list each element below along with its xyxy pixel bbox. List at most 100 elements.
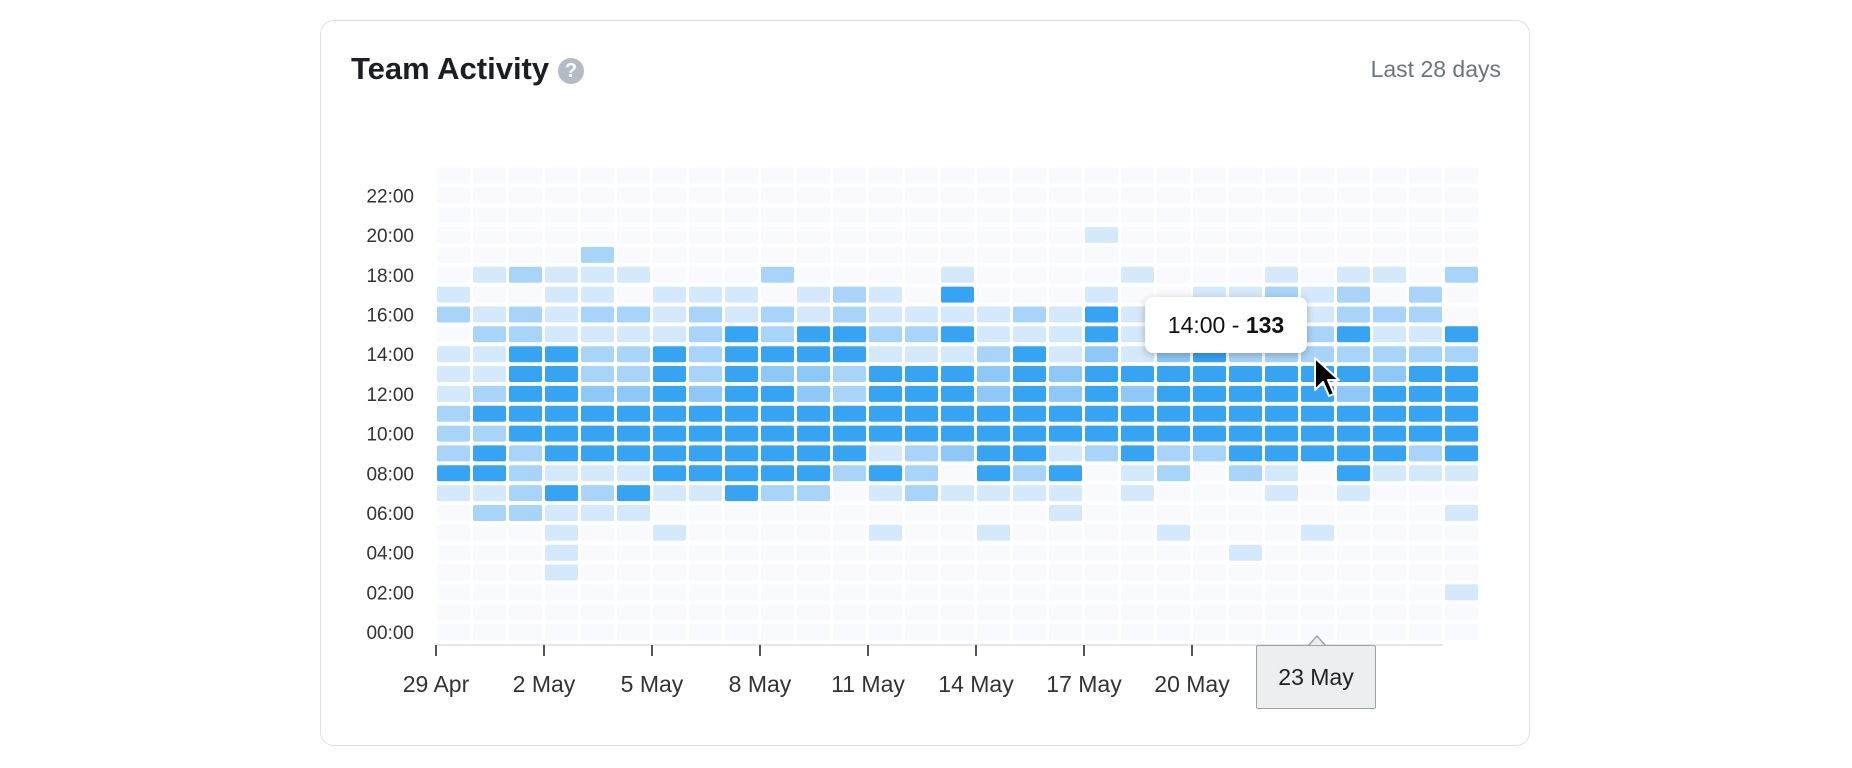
heatmap-cell[interactable] [833,624,866,641]
heatmap-cell[interactable] [1229,207,1262,224]
heatmap-cell[interactable] [473,366,506,382]
heatmap-cell[interactable] [545,246,578,263]
heatmap-cell[interactable] [725,564,758,581]
heatmap-cell[interactable] [509,564,542,581]
heatmap-cell[interactable] [509,266,542,283]
heatmap-cell[interactable] [1013,425,1046,442]
heatmap-cell[interactable] [581,584,614,601]
heatmap-cell[interactable] [1013,167,1046,184]
heatmap-cell[interactable] [1157,167,1190,184]
heatmap-cell[interactable] [1265,584,1298,601]
heatmap-cell[interactable] [1373,326,1406,343]
heatmap-cell[interactable] [473,266,506,283]
heatmap-cell[interactable] [1229,366,1262,382]
heatmap-cell[interactable] [1229,227,1262,244]
heatmap-cell[interactable] [1157,604,1190,621]
heatmap-cell[interactable] [581,505,614,521]
heatmap-cell[interactable] [1409,326,1442,343]
heatmap-cell[interactable] [869,227,902,244]
heatmap-cell[interactable] [761,465,794,482]
heatmap-cell[interactable] [617,286,650,303]
heatmap-cell[interactable] [1373,445,1406,462]
heatmap-cell[interactable] [1409,167,1442,184]
heatmap-cell[interactable] [833,346,866,363]
heatmap-cell[interactable] [905,326,938,343]
heatmap-cell[interactable] [509,544,542,561]
heatmap-cell[interactable] [653,425,686,442]
heatmap-cell[interactable] [473,544,506,561]
heatmap-cell[interactable] [653,405,686,422]
heatmap-cell[interactable] [1013,385,1046,402]
heatmap-cell[interactable] [689,385,722,402]
heatmap-cell[interactable] [941,286,974,303]
heatmap-cell[interactable] [1301,187,1334,204]
heatmap-cell[interactable] [1373,544,1406,561]
heatmap-cell[interactable] [1445,445,1478,462]
heatmap-cell[interactable] [1373,207,1406,224]
heatmap-cell[interactable] [869,524,902,541]
heatmap-cell[interactable] [581,246,614,263]
heatmap-cell[interactable] [869,505,902,521]
heatmap-cell[interactable] [977,227,1010,244]
heatmap-cell[interactable] [725,465,758,482]
heatmap-cell[interactable] [941,266,974,283]
heatmap-cell[interactable] [833,326,866,343]
heatmap-cell[interactable] [905,624,938,641]
heatmap-cell[interactable] [1085,326,1118,343]
heatmap-cell[interactable] [1445,544,1478,561]
heatmap-cell[interactable] [473,306,506,323]
heatmap-cell[interactable] [1409,445,1442,462]
heatmap-cell[interactable] [1409,564,1442,581]
heatmap-cell[interactable] [1445,266,1478,283]
heatmap-cell[interactable] [1373,366,1406,382]
heatmap-cell[interactable] [725,405,758,422]
heatmap-cell[interactable] [1373,485,1406,502]
heatmap-cell[interactable] [1265,564,1298,581]
heatmap-cell[interactable] [761,227,794,244]
heatmap-cell[interactable] [977,624,1010,641]
heatmap-cell[interactable] [869,266,902,283]
heatmap-cell[interactable] [941,207,974,224]
heatmap-cell[interactable] [581,405,614,422]
heatmap-cell[interactable] [941,326,974,343]
heatmap-cell[interactable] [1193,425,1226,442]
heatmap-cell[interactable] [1337,505,1370,521]
heatmap-cell[interactable] [473,465,506,482]
heatmap-cell[interactable] [1049,485,1082,502]
heatmap-cell[interactable] [1121,405,1154,422]
heatmap-cell[interactable] [545,207,578,224]
heatmap-cell[interactable] [689,425,722,442]
heatmap-cell[interactable] [761,485,794,502]
heatmap-cell[interactable] [545,266,578,283]
heatmap-cell[interactable] [833,286,866,303]
heatmap-cell[interactable] [869,465,902,482]
heatmap-cell[interactable] [653,187,686,204]
heatmap-cell[interactable] [1337,624,1370,641]
heatmap-cell[interactable] [1193,505,1226,521]
heatmap-cell[interactable] [1157,207,1190,224]
heatmap-cell[interactable] [1157,227,1190,244]
heatmap-cell[interactable] [761,405,794,422]
heatmap-cell[interactable] [1121,465,1154,482]
heatmap-cell[interactable] [1337,266,1370,283]
heatmap-cell[interactable] [509,385,542,402]
heatmap-cell[interactable] [833,246,866,263]
heatmap-cell[interactable] [797,445,830,462]
heatmap-cell[interactable] [653,326,686,343]
heatmap-cell[interactable] [1409,187,1442,204]
heatmap-cell[interactable] [509,227,542,244]
heatmap-cell[interactable] [1409,485,1442,502]
heatmap-cell[interactable] [1445,167,1478,184]
heatmap-cell[interactable] [617,246,650,263]
heatmap-cell[interactable] [509,306,542,323]
heatmap-cell[interactable] [1193,485,1226,502]
heatmap-cell[interactable] [869,405,902,422]
heatmap-cell[interactable] [797,425,830,442]
heatmap-cell[interactable] [761,544,794,561]
heatmap-cell[interactable] [1373,624,1406,641]
heatmap-cell[interactable] [437,227,470,244]
heatmap-cell[interactable] [509,346,542,363]
heatmap-cell[interactable] [689,624,722,641]
heatmap-cell[interactable] [1265,207,1298,224]
heatmap-cell[interactable] [761,286,794,303]
